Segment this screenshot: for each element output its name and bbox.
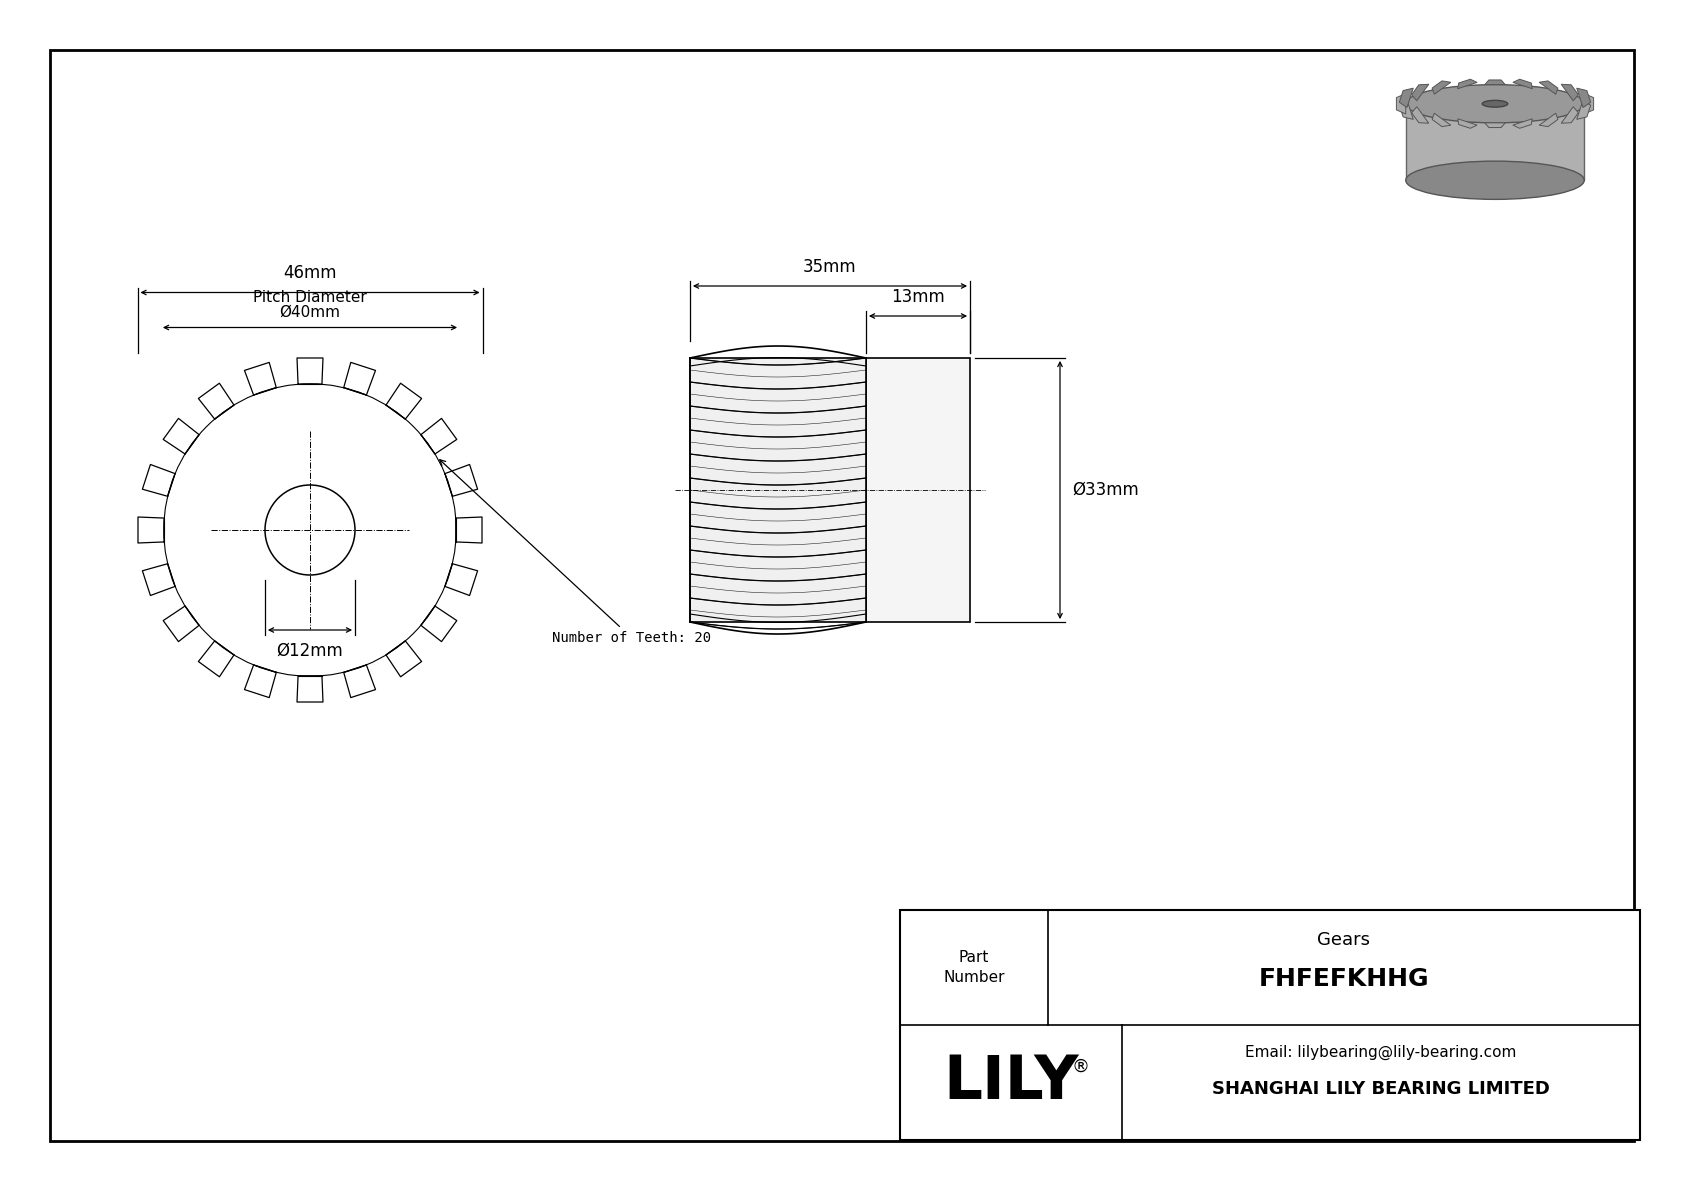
Polygon shape (1485, 123, 1505, 127)
Polygon shape (1411, 107, 1428, 123)
Bar (899, 910, 1640, 1140)
Polygon shape (1561, 85, 1578, 101)
Text: Pitch Diameter: Pitch Diameter (253, 291, 367, 306)
Polygon shape (1399, 100, 1413, 119)
Polygon shape (1539, 113, 1558, 126)
Bar (690, 358, 866, 622)
Polygon shape (1431, 81, 1452, 94)
Text: Number of Teeth: 20: Number of Teeth: 20 (440, 460, 712, 646)
Text: ®: ® (1071, 1058, 1090, 1075)
Text: LILY: LILY (943, 1053, 1079, 1112)
Text: Ø33mm: Ø33mm (1073, 481, 1138, 499)
Text: Gears: Gears (1317, 931, 1371, 949)
Text: Email: lilybearing@lily-bearing.com: Email: lilybearing@lily-bearing.com (1244, 1045, 1517, 1060)
Bar (1406, 104, 1585, 180)
Text: 13mm: 13mm (891, 288, 945, 306)
Bar (866, 358, 970, 622)
Text: Ø12mm: Ø12mm (276, 642, 344, 660)
Polygon shape (1431, 113, 1452, 126)
Polygon shape (1512, 119, 1532, 129)
Polygon shape (1561, 107, 1578, 123)
Polygon shape (1576, 100, 1591, 119)
Text: 35mm: 35mm (803, 258, 857, 276)
Polygon shape (1539, 81, 1558, 94)
Polygon shape (1585, 94, 1593, 114)
Text: Ø40mm: Ø40mm (280, 305, 340, 319)
Polygon shape (1576, 88, 1591, 107)
Ellipse shape (1482, 100, 1507, 107)
Text: SHANGHAI LILY BEARING LIMITED: SHANGHAI LILY BEARING LIMITED (1212, 1080, 1549, 1098)
Polygon shape (1399, 88, 1413, 107)
Polygon shape (1458, 119, 1477, 129)
Polygon shape (1458, 80, 1477, 88)
Ellipse shape (1406, 161, 1585, 199)
Polygon shape (1485, 80, 1505, 85)
Polygon shape (1396, 94, 1406, 114)
Ellipse shape (1406, 85, 1585, 123)
Text: 46mm: 46mm (283, 264, 337, 282)
Polygon shape (1411, 85, 1428, 101)
Text: FHFEFKHHG: FHFEFKHHG (1258, 967, 1430, 991)
Polygon shape (1512, 80, 1532, 88)
Text: Part
Number: Part Number (943, 949, 1005, 985)
